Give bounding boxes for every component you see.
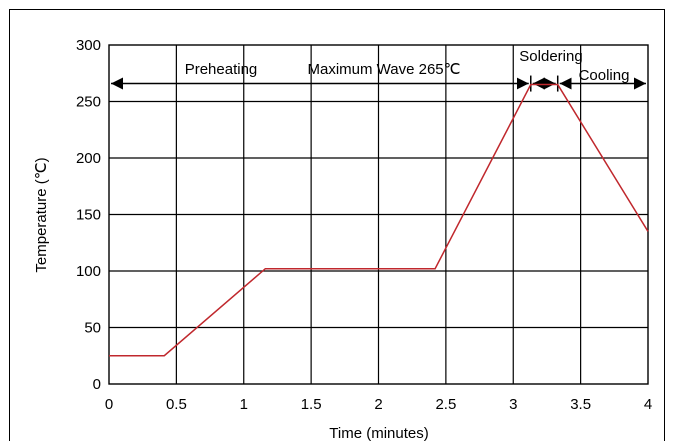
y-tick-label: 100 [76, 263, 101, 280]
y-tick-label: 0 [93, 376, 101, 393]
y-tick-label: 300 [76, 37, 101, 54]
grid [109, 45, 648, 384]
annotation-cooling: Cooling [579, 67, 630, 84]
phase-arrows [111, 75, 646, 92]
annotations: Preheating Maximum Wave 265℃ Soldering C… [185, 48, 630, 84]
x-tick-label: 0.5 [166, 396, 187, 413]
y-tick-label: 150 [76, 207, 101, 224]
x-tick-label: 1.5 [301, 396, 322, 413]
x-tick-label: 2.5 [435, 396, 456, 413]
x-tick-label: 2 [374, 396, 382, 413]
annotation-soldering: Soldering [519, 48, 582, 65]
x-tick-label: 4 [644, 396, 652, 413]
x-tick-label: 1 [240, 396, 248, 413]
series [109, 83, 649, 357]
axes [108, 44, 649, 385]
annotation-max-wave: Maximum Wave 265℃ [308, 61, 461, 78]
temperature-profile-line [109, 83, 649, 357]
y-tick-label: 250 [76, 94, 101, 111]
y-tick-label: 200 [76, 150, 101, 167]
chart-frame [9, 9, 665, 441]
plot-border [108, 44, 649, 385]
y-axis-label: Temperature (℃) [33, 157, 50, 272]
x-tick-label: 0 [105, 396, 113, 413]
x-tick-label: 3.5 [570, 396, 591, 413]
tick-labels: 0 0.5 1 1.5 2 2.5 3 3.5 4 0 50 100 150 200 250 300 [76, 37, 652, 413]
y-tick-label: 50 [84, 320, 101, 337]
x-axis-label: Time (minutes) [329, 425, 428, 441]
annotation-preheating: Preheating [185, 61, 258, 78]
x-tick-label: 3 [509, 396, 517, 413]
